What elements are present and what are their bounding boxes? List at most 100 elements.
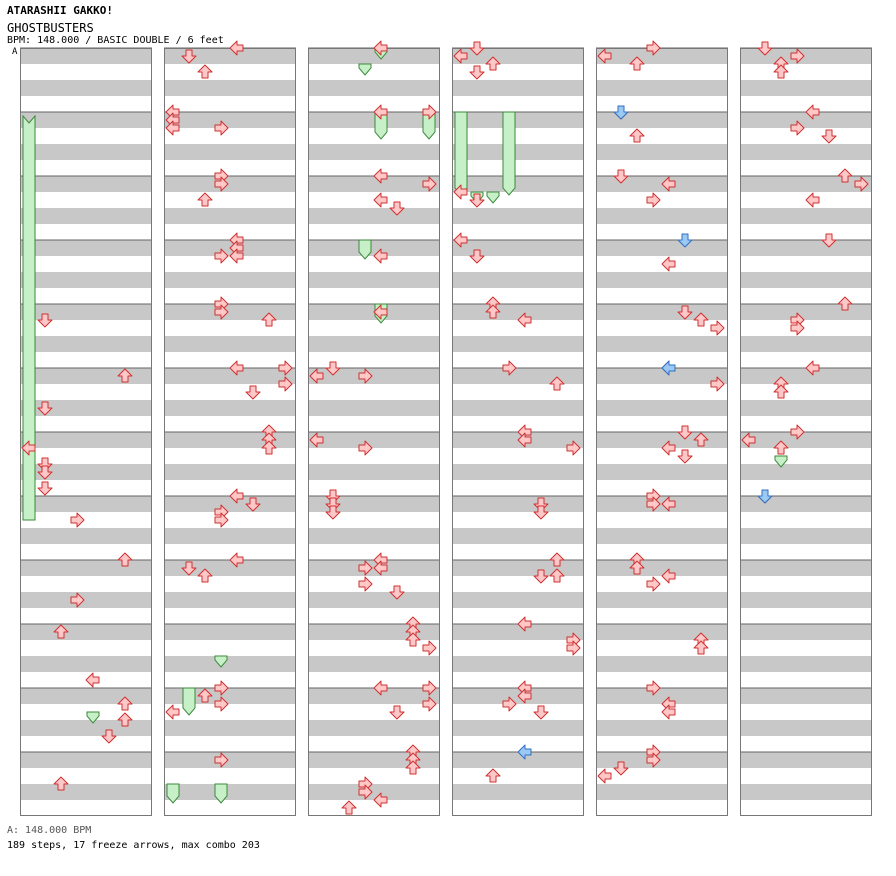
step-arrow	[646, 576, 661, 592]
step-arrow	[661, 176, 676, 192]
step-arrow	[373, 792, 388, 808]
beat-stripe	[740, 176, 872, 192]
beat-stripe	[20, 432, 152, 448]
step-arrow	[373, 168, 388, 184]
chart-info: BPM: 148.000 / BASIC DOUBLE / 6 feet	[7, 35, 224, 46]
step-arrow	[245, 385, 261, 400]
beat-stripe	[452, 240, 584, 256]
beat-stripe	[596, 624, 728, 640]
step-arrow	[117, 368, 133, 383]
beat-stripe	[596, 656, 728, 672]
beat-stripe	[20, 304, 152, 320]
step-arrow	[629, 56, 645, 71]
step-arrow	[469, 65, 485, 80]
beat-stripe	[308, 624, 440, 640]
step-arrow	[646, 40, 661, 56]
beat-stripe	[740, 272, 872, 288]
shock-arrow	[517, 744, 532, 760]
step-arrow	[373, 104, 388, 120]
step-arrow	[261, 440, 277, 455]
step-arrow	[597, 48, 612, 64]
bpm-legend: A: 148.000 BPM	[7, 825, 92, 836]
step-arrow	[37, 313, 53, 328]
step-arrow	[693, 432, 709, 447]
step-arrow	[677, 305, 693, 320]
beat-stripe	[596, 688, 728, 704]
step-arrow	[757, 41, 773, 56]
beat-stripe	[452, 304, 584, 320]
beat-stripe	[740, 80, 872, 96]
beat-stripe	[20, 592, 152, 608]
step-arrow	[821, 129, 837, 144]
beat-stripe	[164, 304, 296, 320]
beat-stripe	[308, 784, 440, 800]
chart-column-border	[596, 48, 728, 816]
beat-stripe	[740, 752, 872, 768]
beat-stripe	[596, 784, 728, 800]
step-arrow	[677, 449, 693, 464]
beat-stripe	[740, 464, 872, 480]
beat-stripe	[20, 208, 152, 224]
freeze-arrow	[166, 783, 180, 804]
beat-stripe	[452, 144, 584, 160]
chart-column-border	[452, 48, 584, 816]
shock-arrow	[677, 233, 693, 248]
step-arrow	[422, 680, 437, 696]
step-arrow	[646, 680, 661, 696]
step-arrow	[229, 360, 244, 376]
beat-stripe	[164, 208, 296, 224]
step-arrow	[214, 680, 229, 696]
step-arrow	[646, 496, 661, 512]
step-arrow	[70, 592, 85, 608]
beat-stripe	[308, 272, 440, 288]
step-arrow	[693, 640, 709, 655]
beat-stripe	[452, 624, 584, 640]
beat-stripe	[596, 560, 728, 576]
step-arrow	[37, 465, 53, 480]
step-arrow	[53, 624, 69, 639]
beat-stripe	[740, 528, 872, 544]
step-arrow	[790, 120, 805, 136]
beat-stripe	[308, 528, 440, 544]
beat-stripe	[20, 496, 152, 512]
beat-stripe	[740, 240, 872, 256]
step-arrow	[358, 368, 373, 384]
beat-stripe	[20, 720, 152, 736]
step-arrow	[325, 489, 341, 504]
step-arrow	[278, 376, 293, 392]
step-arrow	[165, 120, 180, 136]
step-arrow	[661, 496, 676, 512]
step-arrow	[566, 640, 581, 656]
shock-arrow	[757, 489, 773, 504]
beat-stripe	[20, 624, 152, 640]
beat-stripe	[308, 688, 440, 704]
beat-stripe	[308, 208, 440, 224]
beat-stripe	[452, 208, 584, 224]
beat-stripe	[452, 720, 584, 736]
beat-stripe	[452, 496, 584, 512]
step-arrow	[373, 560, 388, 576]
step-arrow	[37, 481, 53, 496]
beat-stripe	[20, 656, 152, 672]
step-arrow	[597, 768, 612, 784]
beat-stripe	[308, 496, 440, 512]
beat-stripe	[164, 432, 296, 448]
beat-stripe	[308, 144, 440, 160]
beat-stripe	[452, 752, 584, 768]
beat-stripe	[740, 496, 872, 512]
beat-stripe	[596, 720, 728, 736]
shock-arrow	[613, 105, 629, 120]
beat-stripe	[452, 272, 584, 288]
beat-stripe	[308, 400, 440, 416]
step-arrow	[197, 688, 213, 703]
beat-stripe	[740, 368, 872, 384]
beat-stripe	[308, 176, 440, 192]
step-arrow	[405, 632, 421, 647]
step-arrow	[533, 705, 549, 720]
beat-stripe	[164, 688, 296, 704]
freeze-arrow	[774, 455, 788, 468]
step-arrow	[837, 168, 853, 183]
step-arrow	[821, 233, 837, 248]
beat-stripe	[164, 784, 296, 800]
